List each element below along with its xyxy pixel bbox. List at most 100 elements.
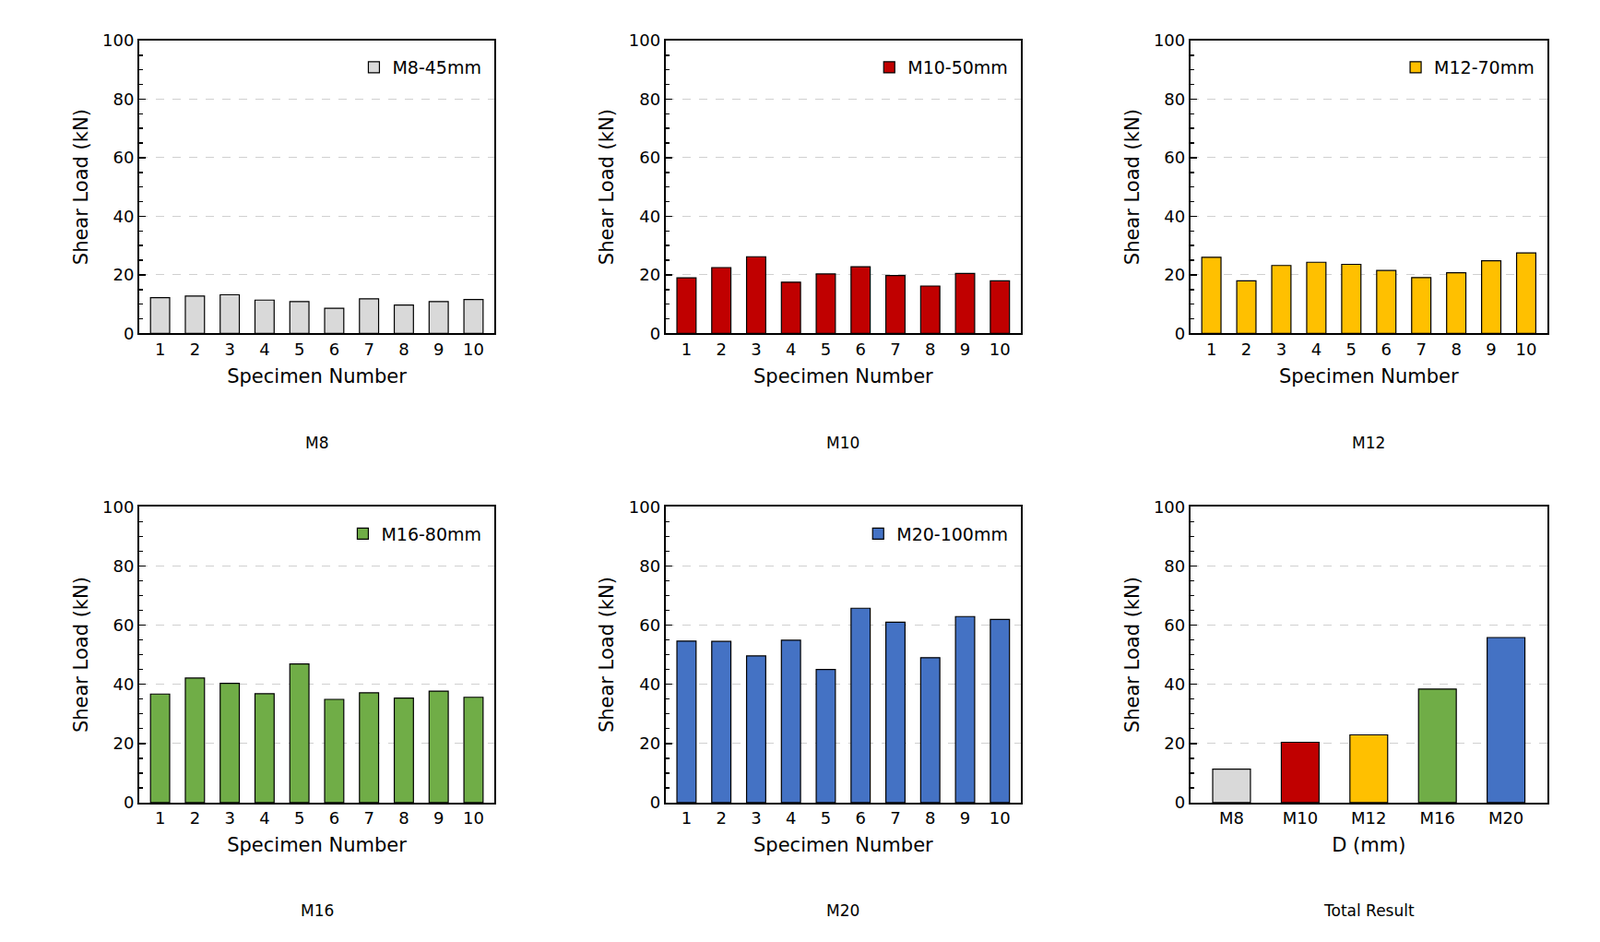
svg-text:20: 20 <box>1163 733 1186 753</box>
svg-text:6: 6 <box>855 339 866 359</box>
svg-text:40: 40 <box>1163 206 1186 226</box>
svg-text:2: 2 <box>189 339 201 359</box>
svg-text:Specimen Number: Specimen Number <box>753 833 934 856</box>
svg-text:8: 8 <box>924 807 936 828</box>
svg-text:80: 80 <box>1163 556 1186 576</box>
svg-text:40: 40 <box>112 206 134 226</box>
svg-text:M20: M20 <box>1488 807 1524 828</box>
svg-text:60: 60 <box>112 147 134 167</box>
svg-text:80: 80 <box>639 89 661 109</box>
svg-text:Shear Load (kN): Shear Load (kN) <box>595 108 618 265</box>
svg-text:M8: M8 <box>1219 807 1245 828</box>
svg-text:60: 60 <box>1163 615 1186 635</box>
svg-text:9: 9 <box>1485 339 1496 359</box>
svg-text:M12-70mm: M12-70mm <box>1434 57 1535 78</box>
svg-text:5: 5 <box>294 807 305 828</box>
svg-text:40: 40 <box>1163 674 1186 694</box>
svg-text:4: 4 <box>259 807 270 828</box>
svg-text:80: 80 <box>1163 89 1186 109</box>
svg-text:8: 8 <box>1450 339 1461 359</box>
svg-text:Shear Load (kN): Shear Load (kN) <box>1121 576 1144 733</box>
svg-text:2: 2 <box>715 807 726 828</box>
svg-text:M8-45mm: M8-45mm <box>391 57 482 78</box>
svg-text:4: 4 <box>1311 339 1322 359</box>
svg-text:60: 60 <box>639 147 661 167</box>
svg-text:60: 60 <box>639 615 661 635</box>
svg-text:9: 9 <box>960 807 971 828</box>
svg-text:2: 2 <box>715 339 726 359</box>
svg-text:60: 60 <box>112 615 134 635</box>
svg-text:2: 2 <box>1241 339 1252 359</box>
svg-text:10: 10 <box>462 339 485 359</box>
svg-text:Specimen Number: Specimen Number <box>226 833 407 856</box>
svg-text:M10-50mm: M10-50mm <box>907 57 1008 78</box>
svg-text:20: 20 <box>1163 264 1186 285</box>
svg-text:4: 4 <box>785 807 796 828</box>
svg-text:M10: M10 <box>1282 807 1318 828</box>
svg-text:100: 100 <box>628 497 661 517</box>
svg-text:Shear Load (kN): Shear Load (kN) <box>595 576 618 733</box>
svg-text:3: 3 <box>224 339 235 359</box>
svg-text:80: 80 <box>112 556 134 576</box>
svg-text:3: 3 <box>750 807 761 828</box>
svg-text:9: 9 <box>433 807 444 828</box>
svg-text:1: 1 <box>681 807 692 828</box>
svg-text:M16: M16 <box>1419 807 1455 828</box>
svg-text:40: 40 <box>639 206 661 226</box>
svg-text:6: 6 <box>329 807 340 828</box>
svg-text:8: 8 <box>398 339 409 359</box>
svg-text:Specimen Number: Specimen Number <box>753 365 934 388</box>
svg-text:Total Result: Total Result <box>1323 900 1415 920</box>
svg-text:100: 100 <box>1153 497 1186 517</box>
svg-text:M12: M12 <box>1351 433 1386 452</box>
svg-text:M16-80mm: M16-80mm <box>380 523 482 545</box>
svg-text:8: 8 <box>924 339 936 359</box>
svg-text:3: 3 <box>224 807 235 828</box>
svg-text:20: 20 <box>112 264 134 285</box>
svg-text:Specimen Number: Specimen Number <box>226 365 407 388</box>
svg-text:7: 7 <box>889 339 901 359</box>
svg-text:Shear Load (kN): Shear Load (kN) <box>70 108 93 265</box>
svg-text:100: 100 <box>628 30 661 50</box>
svg-text:10: 10 <box>1516 339 1538 359</box>
svg-text:7: 7 <box>889 807 901 828</box>
svg-text:9: 9 <box>960 339 971 359</box>
svg-text:M10: M10 <box>826 433 860 452</box>
svg-text:100: 100 <box>102 497 134 517</box>
svg-text:7: 7 <box>1415 339 1426 359</box>
svg-text:20: 20 <box>639 733 661 753</box>
svg-text:0: 0 <box>123 323 134 344</box>
svg-text:60: 60 <box>1163 147 1186 167</box>
svg-text:8: 8 <box>398 807 409 828</box>
svg-text:1: 1 <box>1206 339 1217 359</box>
svg-text:100: 100 <box>1153 30 1186 50</box>
svg-text:1: 1 <box>681 339 692 359</box>
svg-text:6: 6 <box>329 339 340 359</box>
svg-text:6: 6 <box>1381 339 1392 359</box>
svg-text:7: 7 <box>363 339 374 359</box>
svg-text:M20-100mm: M20-100mm <box>896 523 1008 545</box>
svg-text:7: 7 <box>363 807 374 828</box>
svg-text:5: 5 <box>820 807 831 828</box>
svg-text:5: 5 <box>820 339 831 359</box>
svg-text:40: 40 <box>639 674 661 694</box>
svg-text:3: 3 <box>750 339 761 359</box>
svg-text:1: 1 <box>154 807 166 828</box>
svg-text:M12: M12 <box>1351 807 1387 828</box>
svg-text:M20: M20 <box>826 900 860 920</box>
svg-text:80: 80 <box>112 89 134 109</box>
svg-text:0: 0 <box>650 323 661 344</box>
svg-text:5: 5 <box>294 339 305 359</box>
svg-text:4: 4 <box>259 339 270 359</box>
svg-text:20: 20 <box>112 733 134 753</box>
svg-text:10: 10 <box>462 807 485 828</box>
svg-text:Shear Load (kN): Shear Load (kN) <box>1121 108 1144 265</box>
svg-text:10: 10 <box>989 339 1011 359</box>
svg-text:0: 0 <box>650 792 661 812</box>
svg-text:1: 1 <box>154 339 166 359</box>
svg-text:6: 6 <box>855 807 866 828</box>
svg-text:40: 40 <box>112 674 134 694</box>
svg-text:Shear Load (kN): Shear Load (kN) <box>70 576 93 733</box>
svg-text:10: 10 <box>989 807 1011 828</box>
svg-text:M16: M16 <box>300 900 334 920</box>
